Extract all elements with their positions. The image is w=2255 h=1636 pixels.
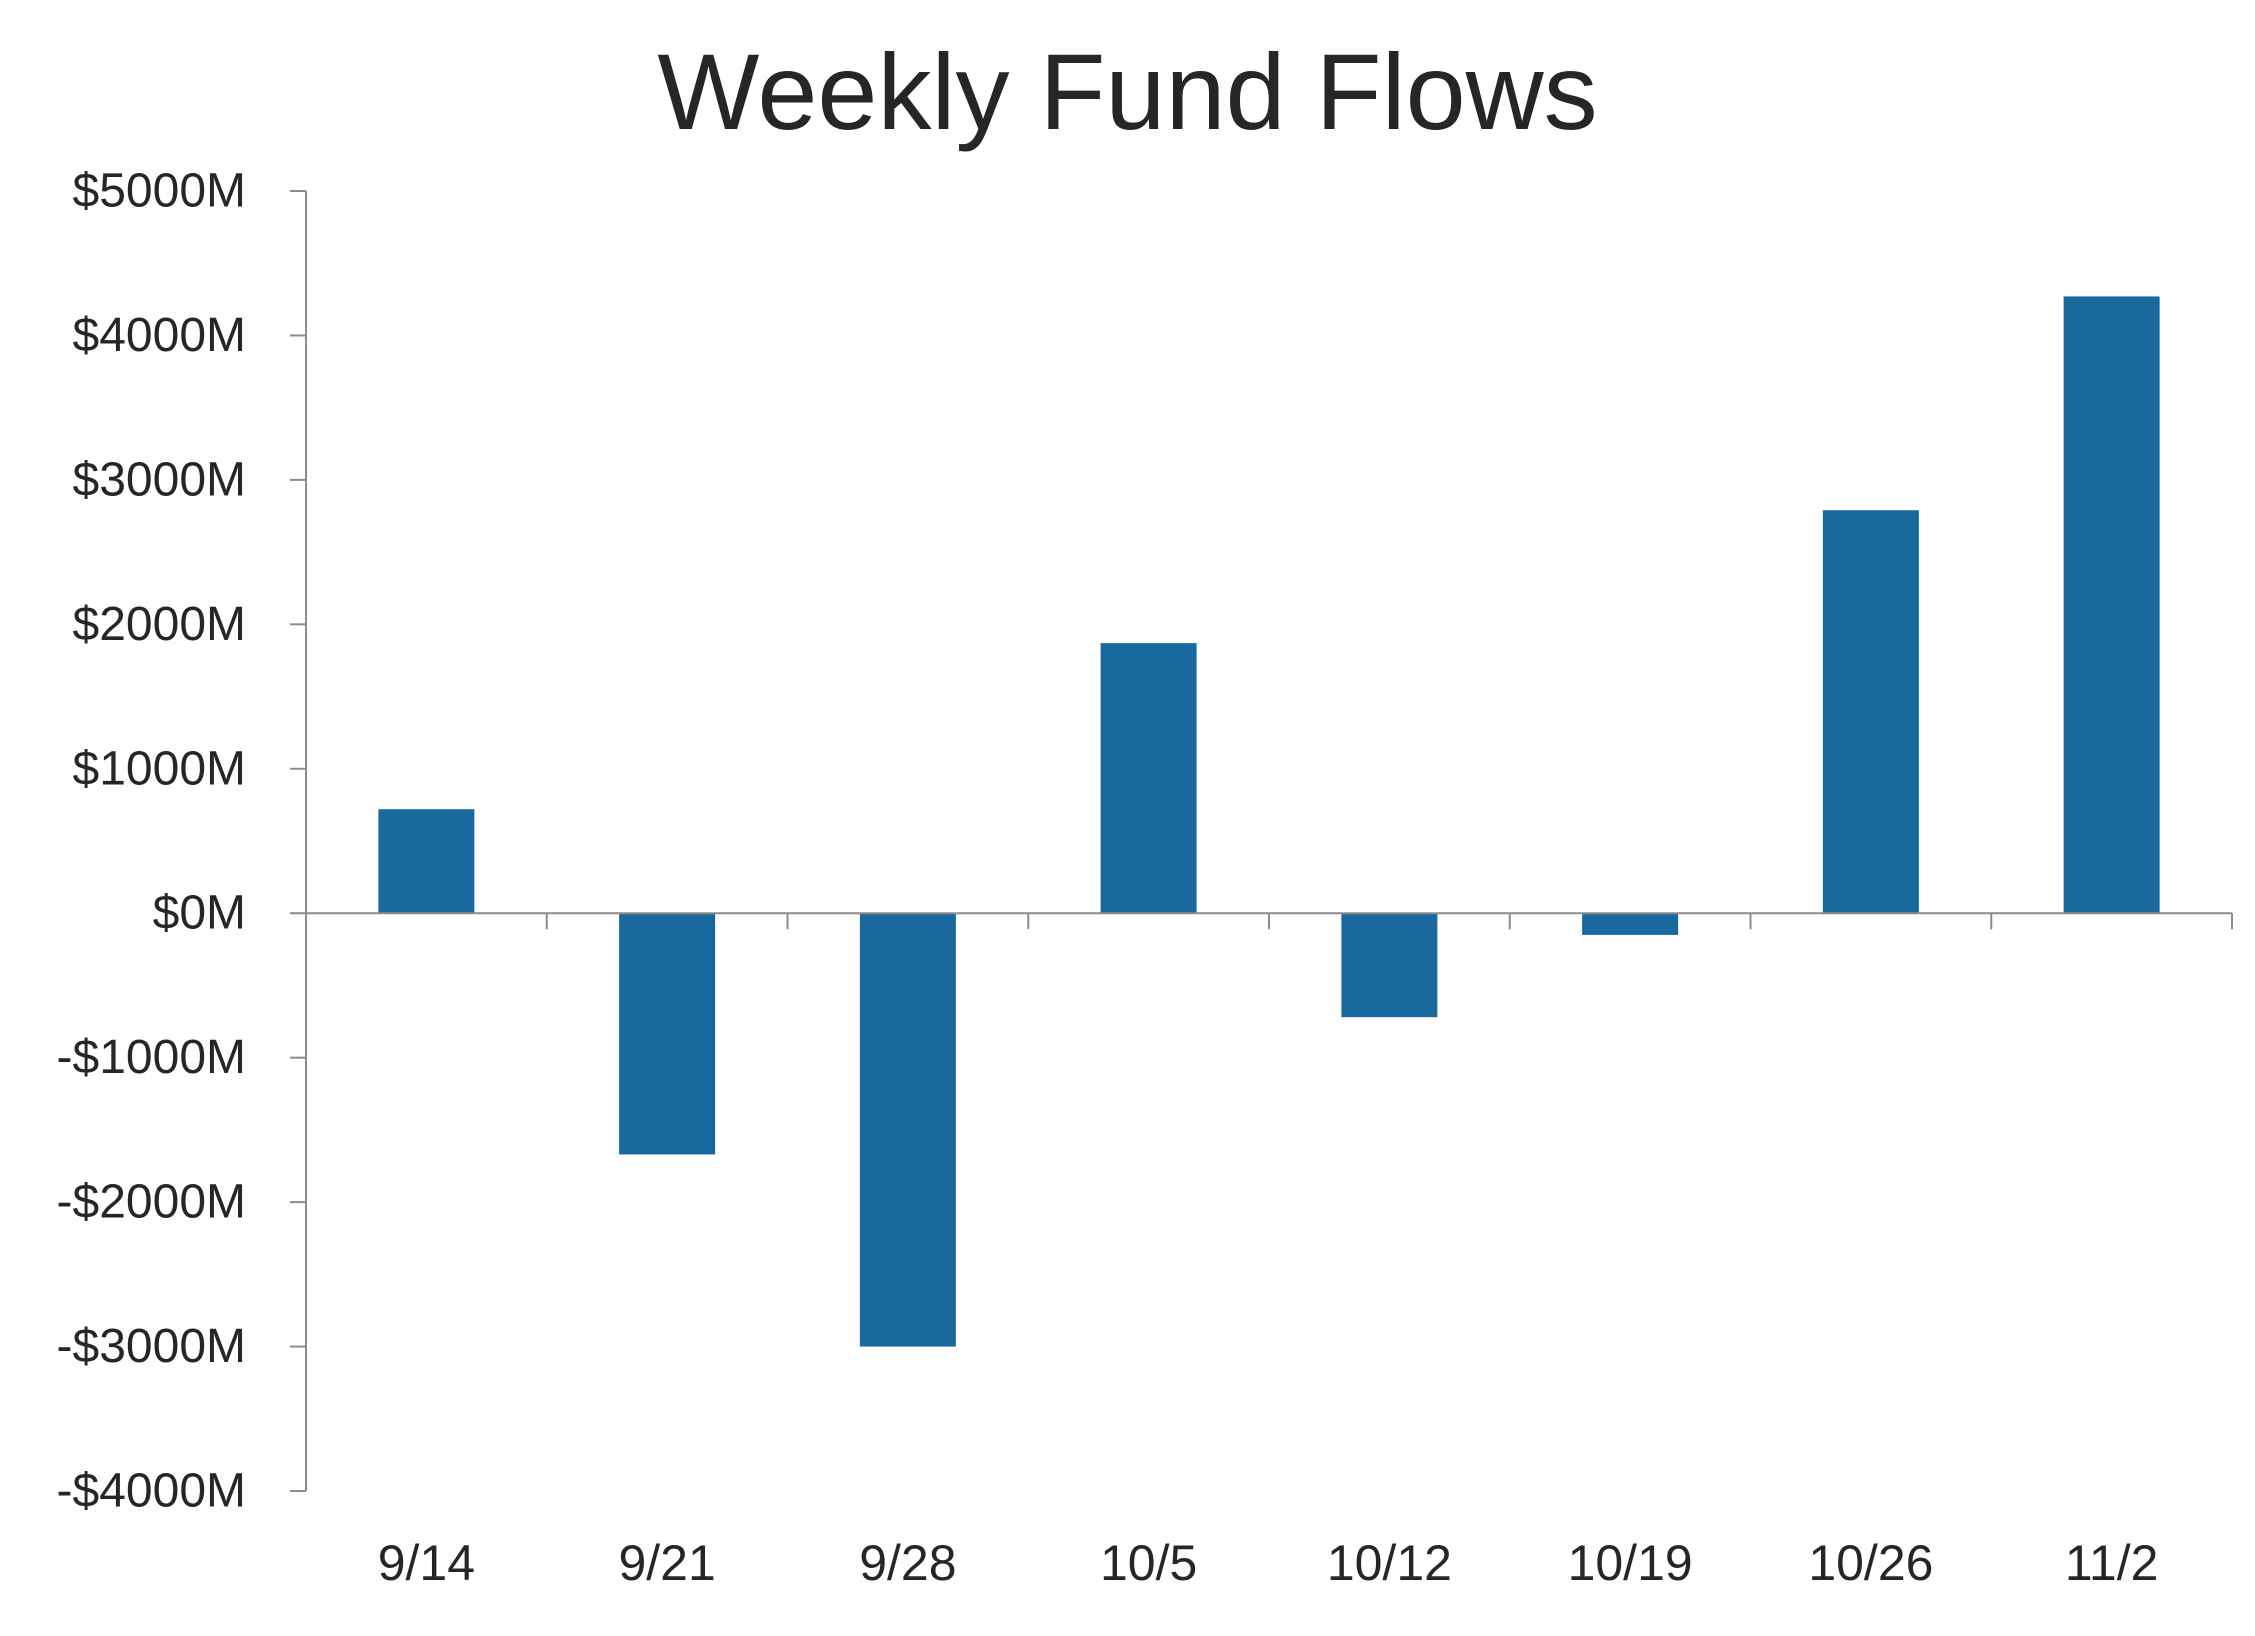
x-tick-label: 11/2 xyxy=(2065,1535,2159,1591)
bar-10-12 xyxy=(1341,913,1437,1017)
x-tick-label: 9/28 xyxy=(859,1535,956,1591)
y-tick-label: $3000M xyxy=(73,453,246,506)
y-axis: $5000M $4000M $3000M $2000M $1000M $0M -$1000M… xyxy=(57,165,306,1518)
x-tick-label: 10/26 xyxy=(1808,1535,1933,1591)
y-tick-label: -$4000M xyxy=(57,1465,246,1518)
y-tick-label: $4000M xyxy=(73,309,246,362)
bars xyxy=(378,296,2159,1346)
bar-10-5 xyxy=(1101,643,1197,913)
y-tick-label: $1000M xyxy=(73,742,246,795)
bar-9-28 xyxy=(860,913,956,1346)
y-tick-label: $5000M xyxy=(73,165,246,218)
x-tick-label: 9/21 xyxy=(618,1535,715,1591)
x-axis: 9/14 9/21 9/28 10/5 10/12 10/19 10/26 11/2 xyxy=(306,913,2232,1591)
y-tick-label: $2000M xyxy=(73,598,246,651)
bar-10-19 xyxy=(1582,913,1678,935)
y-tick-label: -$2000M xyxy=(57,1176,246,1229)
x-tick-label: 10/12 xyxy=(1327,1535,1452,1591)
x-tick-label: 10/5 xyxy=(1100,1535,1197,1591)
x-tick-label: 10/19 xyxy=(1568,1535,1693,1591)
bar-11-2 xyxy=(2064,296,2160,913)
bar-10-26 xyxy=(1823,510,1919,913)
y-tick-label: -$3000M xyxy=(57,1320,246,1373)
y-tick-label: -$1000M xyxy=(57,1031,246,1084)
x-tick-label: 9/14 xyxy=(378,1535,475,1591)
bar-9-21 xyxy=(619,913,715,1154)
y-tick-label: $0M xyxy=(153,887,246,940)
bar-9-14 xyxy=(378,809,474,913)
